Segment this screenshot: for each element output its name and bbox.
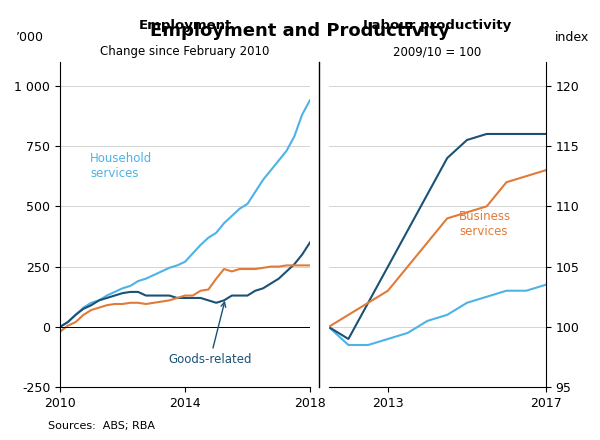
Text: index: index: [555, 31, 589, 44]
Text: 2009/10 = 100: 2009/10 = 100: [393, 45, 481, 59]
Text: Employment and Productivity: Employment and Productivity: [150, 22, 450, 40]
Text: Business
services: Business services: [459, 210, 511, 238]
Text: Change since February 2010: Change since February 2010: [100, 45, 269, 59]
Text: Sources:  ABS; RBA: Sources: ABS; RBA: [48, 421, 155, 431]
Text: Goods-related: Goods-related: [168, 302, 252, 367]
Text: ’000: ’000: [16, 31, 44, 44]
Text: Employment: Employment: [139, 19, 232, 32]
Text: Household
services: Household services: [90, 152, 152, 180]
Text: Labour productivity: Labour productivity: [363, 19, 511, 32]
